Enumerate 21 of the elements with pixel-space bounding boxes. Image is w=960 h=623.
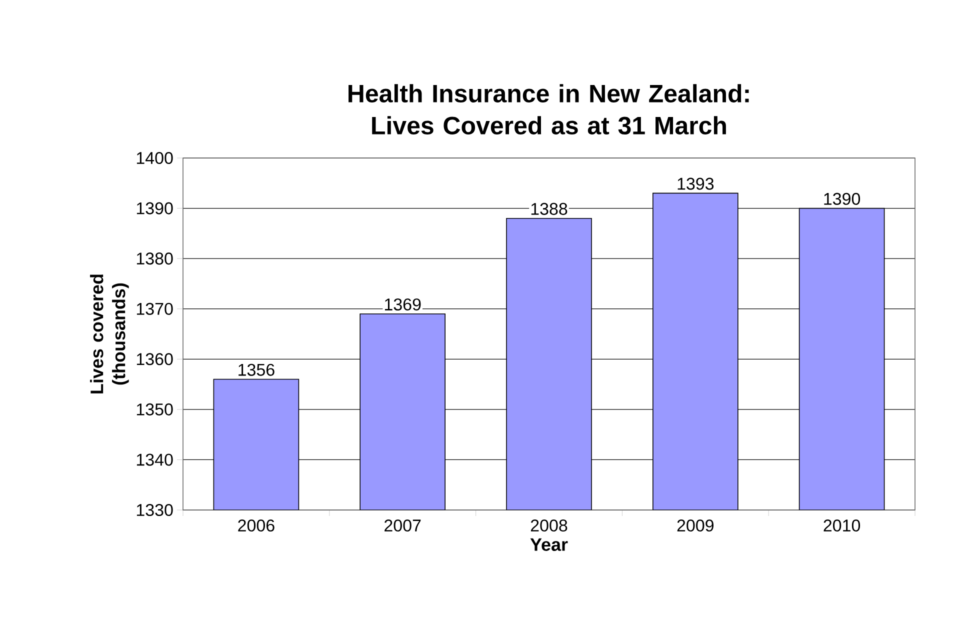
y-tick-label: 1350 [136,403,173,416]
y-tick-label: 1370 [136,302,173,315]
data-label: 1388 [531,202,568,215]
x-tick-label: 2010 [824,520,860,532]
y-tick-label: 1380 [136,252,173,265]
data-label: 1369 [384,298,421,310]
y-tick-label: 1330 [136,504,173,516]
y-tick-label: 1360 [136,353,173,366]
x-axis-title: Year [530,538,568,551]
x-tick-label: 2009 [677,520,714,532]
data-label: 1393 [678,178,714,190]
y-tick-label: 1390 [136,202,173,214]
y-tick-label: 1400 [136,152,173,164]
x-tick-label: 2007 [384,520,421,532]
x-tick-label: 2008 [530,520,568,532]
x-tick-label: 2006 [238,520,274,532]
data-label: 1390 [824,192,860,205]
y-tick-label: 1340 [136,454,173,466]
data-label: 1356 [238,364,274,376]
chart-title: Health Insurance in New Zealand: Lives Covered as at 31 March [348,84,749,135]
y-axis-title: Lives covered (thousands) [90,274,129,394]
